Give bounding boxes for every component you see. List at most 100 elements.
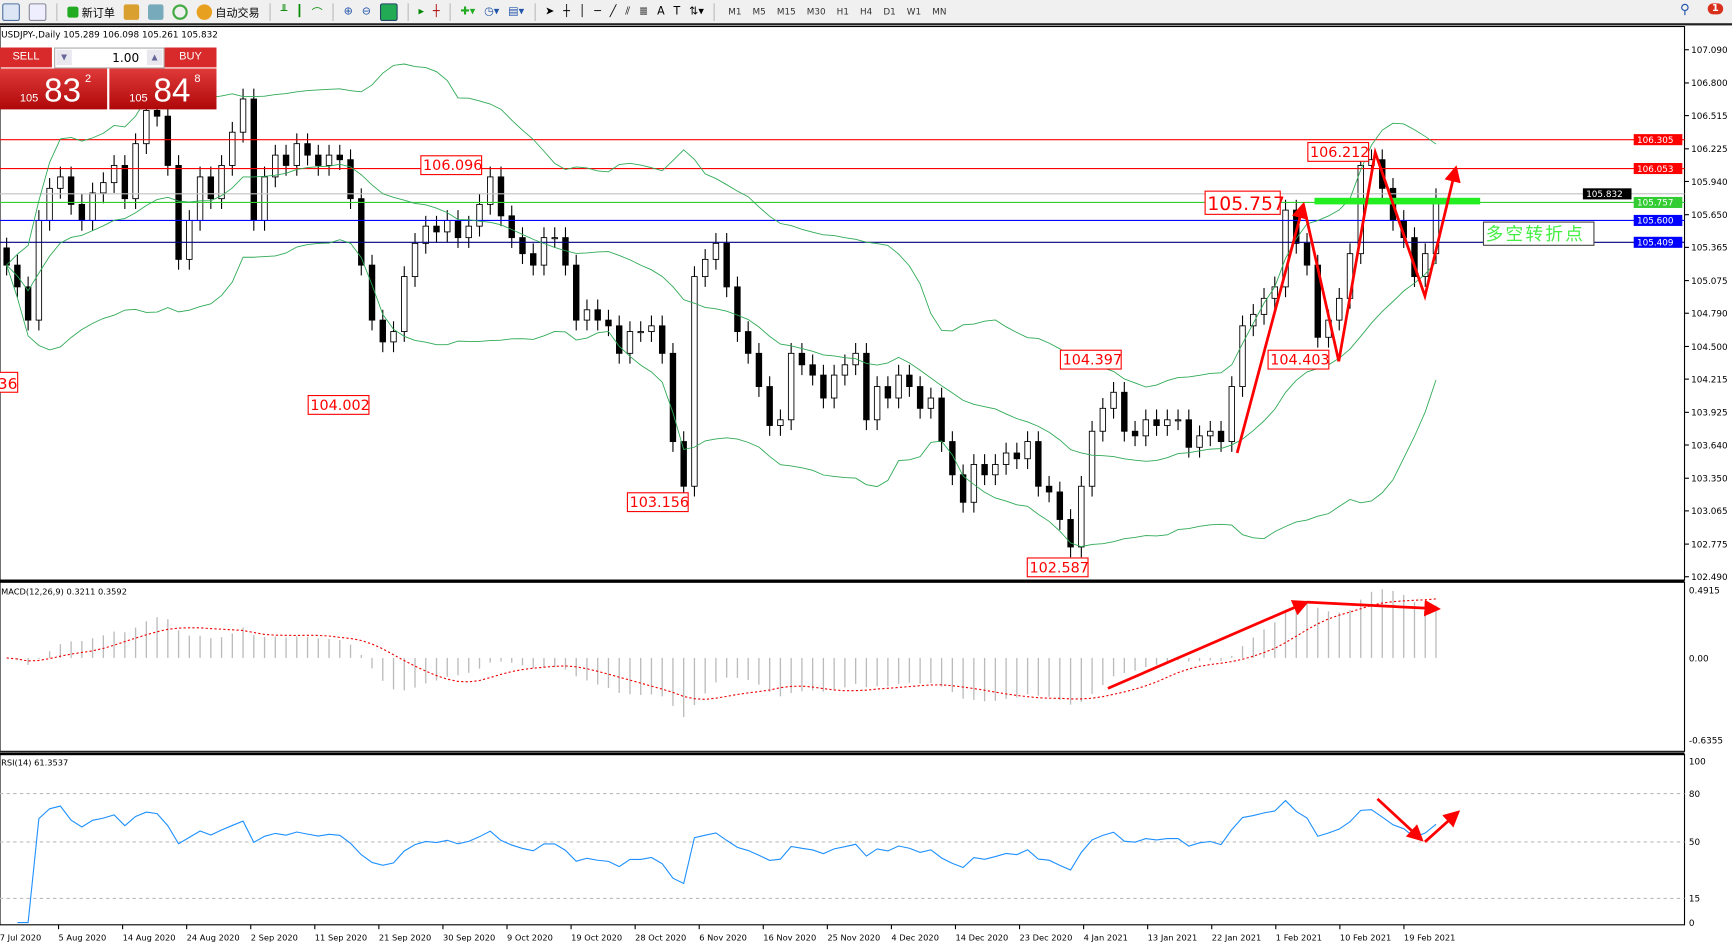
candle-body <box>540 237 548 266</box>
price-annotation-partial: 36 <box>0 375 17 393</box>
date-label: 22 Jan 2021 <box>1212 932 1262 942</box>
candle-body <box>1110 391 1117 409</box>
add-indicator-icon: ✚▾ <box>460 5 476 18</box>
templates-button[interactable]: ▤▾ <box>506 2 526 22</box>
sell-price-button[interactable]: 105 83 2 <box>0 68 108 110</box>
price-tag-105.409: 105.409 <box>1637 239 1674 249</box>
lot-increase-icon[interactable]: ▲ <box>146 49 163 66</box>
price-axis-label: 105.940 <box>1691 178 1728 188</box>
autoscroll-button[interactable]: ▸ <box>416 2 426 22</box>
price-annotation: 103.156 <box>630 495 689 511</box>
text-label-button[interactable]: T <box>671 2 682 22</box>
candle-body <box>433 225 440 233</box>
separator <box>449 2 451 21</box>
candle-body <box>1422 253 1429 278</box>
auto-trading-button[interactable]: 自动交易 <box>194 2 261 22</box>
channel-button[interactable]: ⫽ <box>623 2 632 22</box>
candlestick-button[interactable]: ┃ <box>294 2 305 22</box>
date-label: 2 Sep 2020 <box>251 932 298 942</box>
candle-body <box>1303 242 1311 266</box>
candle-body <box>658 325 666 354</box>
candlestick-icon: ┃ <box>296 5 303 18</box>
candle-body <box>1250 313 1257 327</box>
tile-windows-button[interactable] <box>378 2 400 22</box>
lot-decrease-icon[interactable]: ▼ <box>56 49 72 66</box>
zoom-out-button[interactable]: ⊖ <box>359 2 373 22</box>
terminal-button[interactable] <box>146 2 166 22</box>
bollinger-middle <box>6 163 1437 462</box>
candle-body <box>884 386 892 399</box>
timeframe-m5[interactable]: M5 <box>752 6 766 17</box>
arrows-icon: ⇅▾ <box>689 5 704 18</box>
vertical-line-button[interactable]: │ <box>577 2 588 22</box>
new-chart-button[interactable] <box>0 2 22 22</box>
price-axis-label: 104.500 <box>1691 343 1728 353</box>
date-label: 25 Nov 2020 <box>827 932 880 942</box>
timeframe-d1[interactable]: D1 <box>883 6 896 17</box>
rsi-axis-label: 0 <box>1689 919 1695 929</box>
candle-body <box>390 331 397 343</box>
timeframe-mn[interactable]: MN <box>932 6 947 17</box>
candle-body <box>358 198 365 266</box>
price-axis-label: 107.090 <box>1691 46 1728 56</box>
crosshair-button[interactable]: ┼ <box>561 2 572 22</box>
new-order-button[interactable]: 新订单 <box>65 2 117 22</box>
candle-body <box>895 374 902 399</box>
indicators-button[interactable]: ✚▾ <box>458 2 477 22</box>
timeframe-m1[interactable]: M1 <box>728 6 742 17</box>
sell-price-prefix: 105 <box>19 92 39 105</box>
timeframe-m30[interactable]: M30 <box>806 6 826 17</box>
fibonacci-button[interactable]: ≣ <box>637 2 651 22</box>
price-annotation-box <box>626 492 689 513</box>
cursor-icon: ➤ <box>545 5 555 18</box>
sell-button[interactable]: SELL <box>0 47 52 68</box>
candle-body <box>325 154 333 166</box>
buy-button[interactable]: BUY <box>164 47 217 68</box>
text-icon: A <box>657 5 665 18</box>
horizontal-line-button[interactable]: ─ <box>592 2 603 22</box>
bollinger-upper <box>6 63 1437 388</box>
zoom-in-button[interactable]: ⊕ <box>341 2 355 22</box>
candle-body <box>282 154 290 166</box>
date-label: 23 Dec 2020 <box>1020 932 1073 942</box>
periods-button[interactable]: ◷▾ <box>482 2 502 22</box>
price-axis-label: 103.350 <box>1691 475 1728 485</box>
separator <box>534 2 536 21</box>
price-axis-label: 104.790 <box>1691 310 1728 320</box>
text-button[interactable]: A <box>655 2 667 22</box>
candle-body <box>1024 441 1031 460</box>
lot-size-input[interactable]: ▼ 1.00 ▲ <box>54 47 165 69</box>
candle-body <box>164 115 172 166</box>
candle-body <box>530 253 537 266</box>
timeframe-h4[interactable]: H4 <box>860 6 873 17</box>
chart-shift-button[interactable]: ┼ <box>431 2 442 22</box>
timeframe-w1[interactable]: W1 <box>906 6 922 17</box>
arrows-button[interactable]: ⇅▾ <box>687 2 706 22</box>
separator <box>56 2 58 21</box>
macd-axis-label: 0.00 <box>1689 654 1709 664</box>
price-annotation-large: 105.757 <box>1207 194 1285 215</box>
timeframe-h1[interactable]: H1 <box>836 6 849 17</box>
zoom-window-button[interactable] <box>27 2 49 22</box>
price-axis-label: 103.925 <box>1691 409 1728 419</box>
navigator-button[interactable] <box>122 2 142 22</box>
timeframe-m15[interactable]: M15 <box>776 6 796 17</box>
clock-icon: ◷▾ <box>484 5 500 18</box>
red-trend-arrow <box>1302 146 1461 362</box>
cursor-button[interactable]: ➤ <box>543 2 557 22</box>
price-axis-label: 103.065 <box>1691 507 1728 517</box>
candle-body <box>1357 164 1364 255</box>
candle-body <box>454 219 462 239</box>
line-chart-button[interactable]: ⌒ <box>309 2 324 22</box>
price-tag-105.757: 105.757 <box>1637 199 1674 209</box>
buy-price-button[interactable]: 105 84 8 <box>109 68 217 110</box>
candle-body <box>1153 419 1160 426</box>
signals-button[interactable] <box>170 2 190 22</box>
trendline-button[interactable]: ╱ <box>608 2 619 22</box>
search-icon[interactable]: ⚲ <box>1680 1 1690 17</box>
notifications-button[interactable]: 1 <box>1707 3 1724 15</box>
bar-chart-button[interactable]: ╨ <box>278 2 289 22</box>
candle-body <box>46 187 53 221</box>
candle-body <box>1217 430 1225 443</box>
